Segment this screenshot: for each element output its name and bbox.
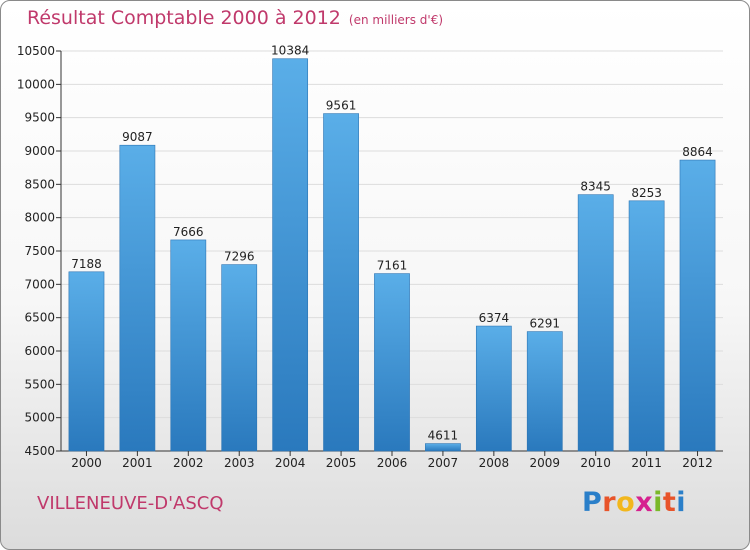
logo-letter: x <box>635 487 654 518</box>
bar <box>425 443 461 452</box>
bar <box>628 200 665 452</box>
x-tick-label: 2004 <box>275 456 306 470</box>
y-tick-label: 9500 <box>24 111 55 125</box>
bar-value-label: 9561 <box>326 99 357 113</box>
bar <box>119 144 156 452</box>
proxiti-logo: Proxiti <box>582 487 686 518</box>
logo-letter: i <box>676 487 687 518</box>
bar-value-label: 6374 <box>479 311 510 325</box>
chart-title: Résultat Comptable 2000 à 2012 (en millie… <box>27 7 443 29</box>
bar <box>323 113 359 452</box>
x-tick-label: 2011 <box>631 456 662 470</box>
bar-value-label: 10384 <box>271 44 309 58</box>
x-tick-label: 2012 <box>682 456 713 470</box>
x-tick-label: 2010 <box>580 456 611 470</box>
bar-value-label: 6291 <box>529 317 560 331</box>
y-tick-label: 10500 <box>17 44 55 58</box>
title-text: Résultat Comptable 2000 à 2012 <box>27 7 341 29</box>
y-tick-label: 5000 <box>24 411 55 425</box>
unit-note: (en milliers d'€) <box>348 13 444 27</box>
y-tick-label: 6500 <box>24 311 55 325</box>
y-tick-label: 4500 <box>24 444 55 458</box>
bar-value-label: 4611 <box>428 429 459 443</box>
bar <box>221 264 258 452</box>
bar <box>68 271 105 452</box>
bar-value-label: 8253 <box>631 186 662 200</box>
logo-letter: t <box>662 487 677 518</box>
bar-value-label: 7666 <box>173 225 204 239</box>
y-tick-label: 8000 <box>24 211 55 225</box>
bar-value-label: 7188 <box>71 257 102 271</box>
logo-letter: o <box>616 487 636 518</box>
x-tick-label: 2007 <box>428 456 459 470</box>
bar-value-label: 7296 <box>224 250 255 264</box>
x-tick-label: 2003 <box>224 456 255 470</box>
y-tick-label: 8500 <box>24 177 55 191</box>
y-tick-label: 5500 <box>24 377 55 391</box>
bar-value-label: 7161 <box>377 259 408 273</box>
bar <box>374 273 410 452</box>
bar <box>170 239 207 452</box>
bar <box>679 159 716 452</box>
x-tick-label: 2000 <box>71 456 102 470</box>
bar <box>577 194 614 452</box>
bar-value-label: 8345 <box>580 180 611 194</box>
x-tick-label: 2005 <box>326 456 357 470</box>
y-tick-label: 10000 <box>17 77 55 91</box>
bar-value-label: 8864 <box>682 145 713 159</box>
y-tick-label: 9000 <box>24 144 55 158</box>
bar <box>475 325 512 452</box>
x-tick-label: 2009 <box>529 456 560 470</box>
y-tick-label: 7000 <box>24 277 55 291</box>
y-tick-label: 7500 <box>24 244 55 258</box>
y-tick-label: 6000 <box>24 344 55 358</box>
x-tick-label: 2002 <box>173 456 204 470</box>
x-tick-label: 2006 <box>377 456 408 470</box>
bar <box>272 58 309 452</box>
logo-letter: r <box>602 487 617 518</box>
bar <box>526 331 563 452</box>
x-tick-label: 2008 <box>479 456 510 470</box>
bar-value-label: 9087 <box>122 130 153 144</box>
x-tick-label: 2001 <box>122 456 153 470</box>
logo-letter: i <box>653 487 663 518</box>
commune-name: VILLENEUVE-D'ASCQ <box>37 493 224 514</box>
logo-letter: P <box>582 487 603 518</box>
